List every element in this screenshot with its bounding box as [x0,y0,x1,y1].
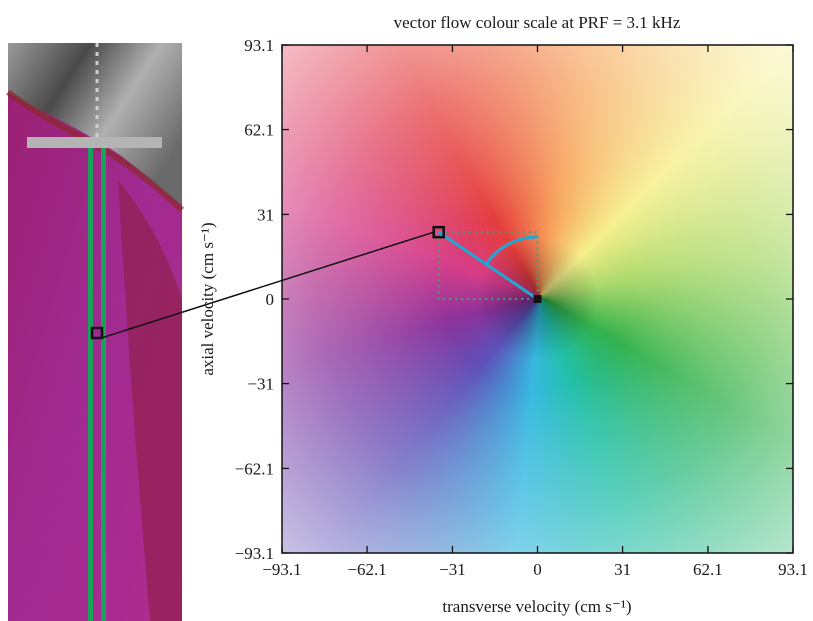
y-tick-label: −93.1 [235,544,274,563]
y-tick-label: 0 [266,290,275,309]
y-tick-label: 31 [257,205,274,224]
gate-bar [27,137,162,148]
y-tick-label: 93.1 [244,36,274,55]
y-tick-label: 62.1 [244,121,274,140]
y-tick-label: −62.1 [235,459,274,478]
x-tick-label: −31 [439,560,466,579]
y-tick-label: −31 [247,375,274,394]
vector-overlay [101,225,542,339]
ultrasound-flow-panel [6,43,185,621]
origin-marker [533,295,542,303]
picked-point-marker [90,326,104,340]
x-tick-label: 93.1 [778,560,808,579]
y-axis-label: axial velocity (cm s⁻¹) [198,222,217,375]
x-tick-label: 0 [533,560,542,579]
connector-line [101,231,434,339]
axes: −93.1 −62.1 −31 0 31 62.1 93.1 −93.1 −62.1 −31 0 31… [235,36,808,579]
guide-line-right [101,148,106,621]
velocity-vector [437,230,539,301]
tissue-region [8,43,182,205]
x-axis-label: transverse velocity (cm s⁻¹) [442,597,631,616]
x-tick-label: 62.1 [693,560,723,579]
guide-line-left [88,148,93,621]
angle-arc [484,235,538,266]
x-tick-label: −93.1 [262,560,301,579]
flow-dark-band [118,180,182,621]
x-tick-label: −62.1 [347,560,386,579]
x-tick-label: 31 [614,560,631,579]
chart-title: vector flow colour scale at PRF = 3.1 kH… [394,13,681,32]
component-box [437,231,539,300]
